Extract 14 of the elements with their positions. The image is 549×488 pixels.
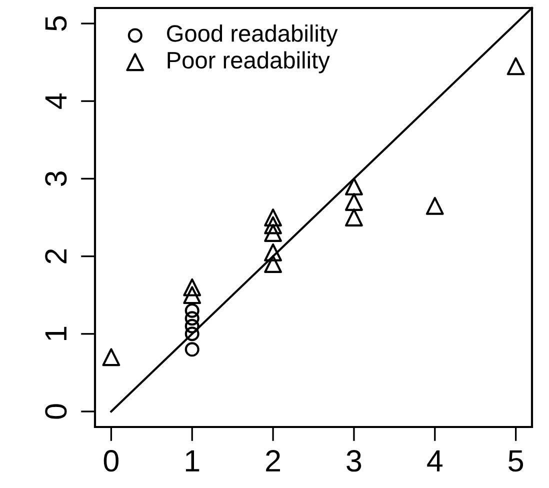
legend-label: Poor readability	[168, 51, 330, 74]
x-tick-label: 0	[104, 450, 118, 472]
y-tick-label: 3	[45, 172, 67, 186]
x-tick-label: 3	[346, 450, 362, 472]
x-tick-label: 2	[266, 450, 280, 472]
x-tick-label: 5	[508, 450, 524, 472]
x-tick-label: 1	[186, 450, 200, 472]
x-tick-label: 4	[427, 450, 442, 472]
y-tick-label: 1	[45, 326, 66, 340]
y-tick-label: 4	[45, 94, 66, 109]
y-tick-label: 0	[45, 404, 67, 419]
y-tick-label: 5	[45, 16, 67, 31]
y-tick-label: 2	[45, 249, 66, 264]
legend-label: Good readability	[167, 24, 338, 47]
